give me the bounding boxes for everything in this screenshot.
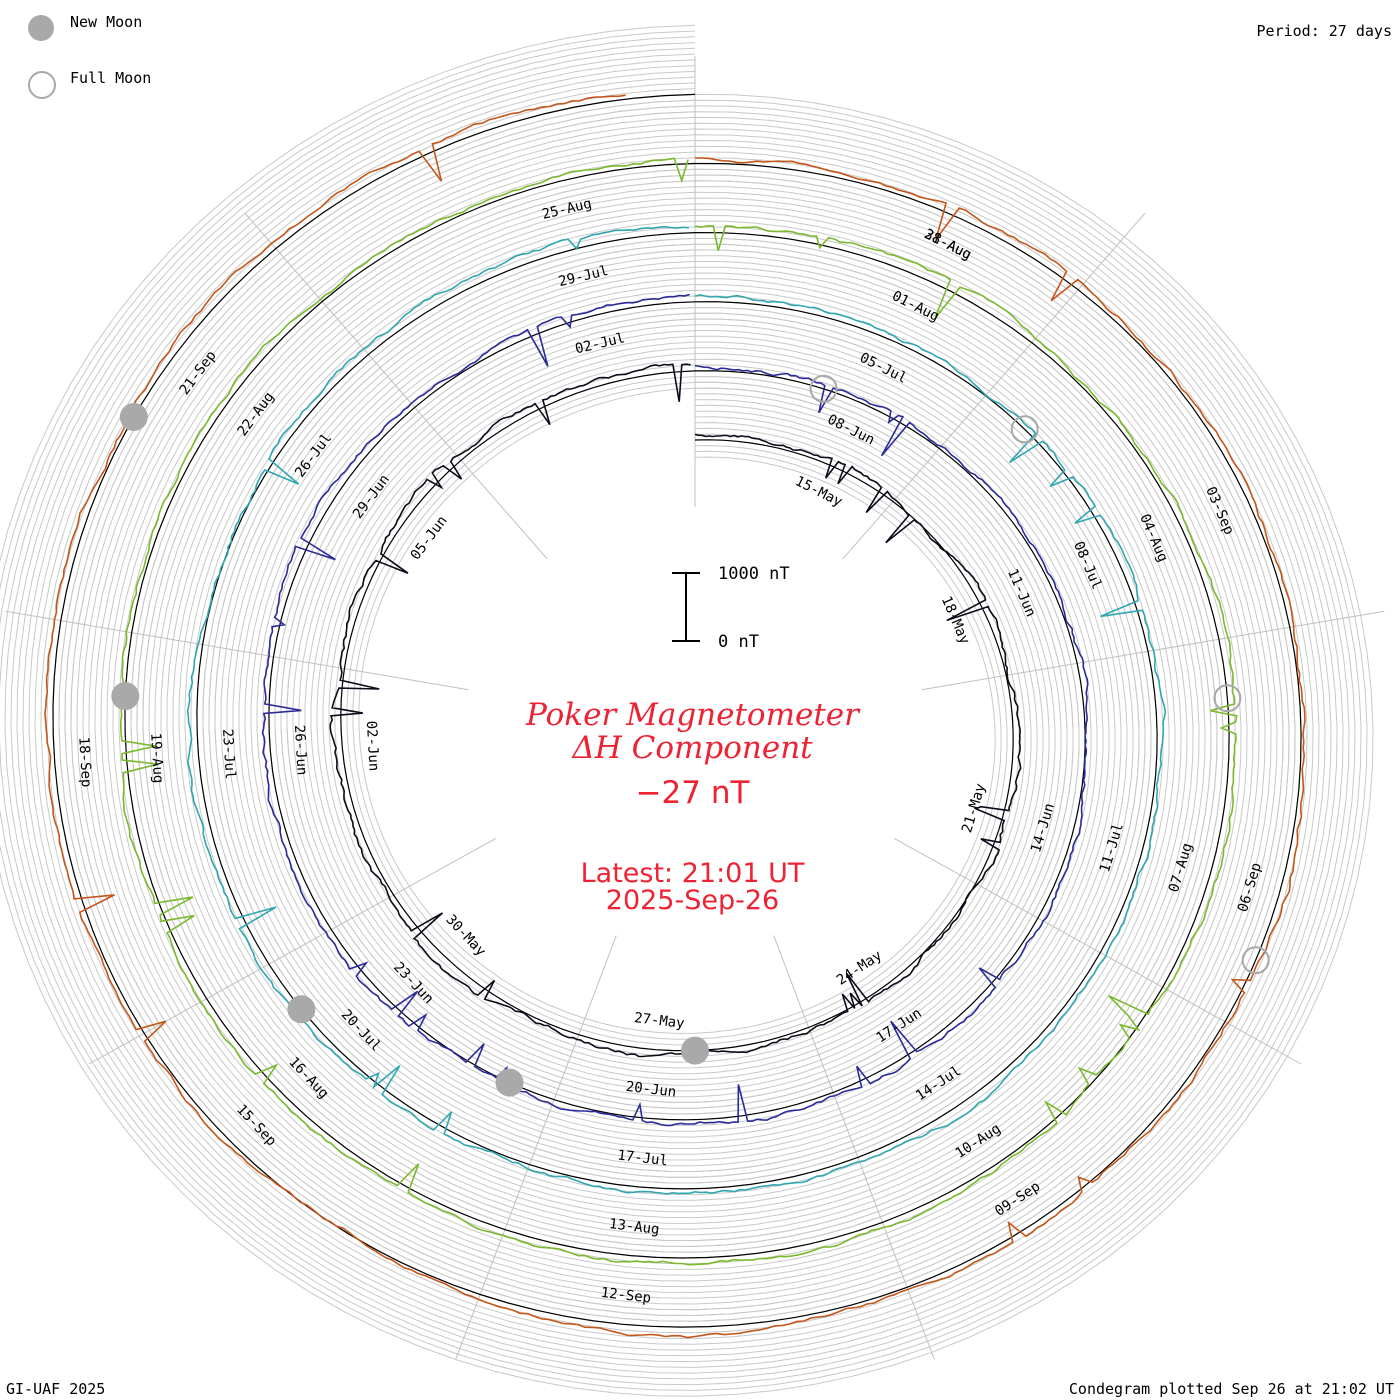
full-moon-marker bbox=[1010, 415, 1039, 444]
moon-markers bbox=[111, 374, 1270, 1097]
grid-ring bbox=[4, 47, 1350, 1374]
date-label: 11-Jun bbox=[1004, 567, 1039, 620]
baseline-spirals bbox=[52, 93, 1302, 1328]
trace-series-3 bbox=[186, 225, 1167, 1195]
date-label: 17-Jul bbox=[617, 1148, 669, 1170]
date-label: 07-Aug bbox=[1166, 841, 1196, 894]
day-spoke bbox=[842, 212, 1146, 560]
period-label: Period: 27 days bbox=[1256, 22, 1392, 40]
grid-ring bbox=[34, 76, 1320, 1345]
latest-time: Latest: 21:01 UT bbox=[580, 858, 805, 889]
legend-new-moon-label: New Moon bbox=[70, 13, 143, 31]
new-moon-marker bbox=[111, 682, 140, 711]
chart-title-line1: Poker Magnetometer bbox=[526, 697, 859, 733]
scale-bar-bottom-label: 0 nT bbox=[718, 632, 759, 652]
scale-bar: 1000 nT 0 nT bbox=[672, 564, 790, 652]
date-label: 11-Jul bbox=[1097, 821, 1127, 874]
date-label: 29-Jul bbox=[557, 263, 610, 290]
baseline-3 bbox=[196, 232, 1158, 1190]
full-moon-marker bbox=[1213, 684, 1242, 713]
day-spokes bbox=[5, 56, 1385, 1360]
grid-ring bbox=[0, 36, 1362, 1386]
date-label: 13-Aug bbox=[608, 1216, 660, 1238]
trace-series-5 bbox=[44, 94, 1306, 1339]
latest-date: 2025-Sep-26 bbox=[605, 885, 780, 916]
new-moon-marker bbox=[495, 1068, 524, 1097]
day-spoke bbox=[5, 610, 469, 691]
date-label: 20-Jun bbox=[625, 1079, 677, 1101]
date-label: 19-Aug bbox=[147, 732, 166, 783]
date-label: 06-Sep bbox=[1235, 861, 1265, 914]
grid-ring bbox=[0, 42, 1356, 1380]
grid-ring bbox=[0, 30, 1368, 1391]
baseline-4 bbox=[124, 162, 1230, 1259]
grid-ring bbox=[22, 65, 1332, 1357]
date-label: 26-Jun bbox=[291, 724, 310, 775]
date-label: 02-Jul bbox=[574, 330, 627, 357]
new-moon-marker bbox=[119, 403, 148, 431]
date-label: 25-Aug bbox=[540, 196, 593, 223]
date-label: 18-Sep bbox=[75, 736, 94, 787]
new-moon-marker bbox=[287, 995, 316, 1024]
trace-series-4 bbox=[120, 157, 1238, 1266]
plotted-timestamp: Condegram plotted Sep 26 at 21:02 UT bbox=[1068, 1380, 1394, 1398]
date-label: 14-Jun bbox=[1028, 801, 1058, 854]
date-label: 03-Sep bbox=[1202, 484, 1237, 537]
baseline-2 bbox=[268, 301, 1086, 1121]
grid-ring bbox=[40, 82, 1314, 1340]
date-label: 18-May bbox=[938, 594, 973, 647]
date-label: 27-May bbox=[633, 1010, 685, 1032]
grid-ring bbox=[10, 53, 1344, 1368]
day-spoke bbox=[88, 837, 497, 1065]
trace-series-2 bbox=[261, 293, 1089, 1127]
grid-rings bbox=[0, 24, 1374, 1397]
grid-ring bbox=[16, 59, 1338, 1363]
new-moon-icon bbox=[28, 15, 54, 41]
current-value: −27 nT bbox=[635, 775, 750, 811]
full-moon-marker bbox=[809, 374, 838, 403]
day-spoke bbox=[244, 212, 548, 560]
chart-title-line2: ΔH Component bbox=[572, 730, 813, 766]
full-moon-icon bbox=[28, 71, 56, 99]
credit-label: GI-UAF 2025 bbox=[6, 1380, 106, 1398]
date-label: 12-Sep bbox=[600, 1285, 652, 1307]
date-label: 02-Jun bbox=[363, 720, 382, 771]
date-label: 08-Jul bbox=[1070, 539, 1105, 592]
date-label: 04-Aug bbox=[1136, 512, 1171, 565]
date-label: 05-Jun bbox=[408, 513, 451, 563]
legend-full-moon-label: Full Moon bbox=[70, 69, 152, 87]
day-spoke bbox=[893, 837, 1302, 1065]
day-spoke bbox=[455, 935, 617, 1360]
scale-bar-top-label: 1000 nT bbox=[718, 564, 790, 584]
new-moon-marker bbox=[681, 1036, 709, 1065]
grid-ring bbox=[28, 70, 1326, 1351]
full-moon-marker bbox=[1241, 946, 1270, 975]
date-label: 23-Jul bbox=[219, 728, 238, 779]
